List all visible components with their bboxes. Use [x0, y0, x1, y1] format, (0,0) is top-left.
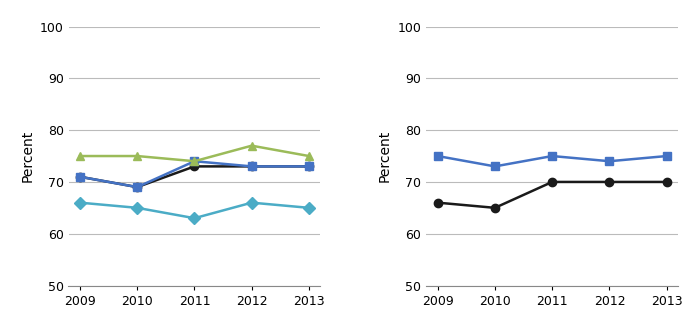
- Y-axis label: Percent: Percent: [378, 130, 392, 182]
- Y-axis label: Percent: Percent: [21, 130, 34, 182]
